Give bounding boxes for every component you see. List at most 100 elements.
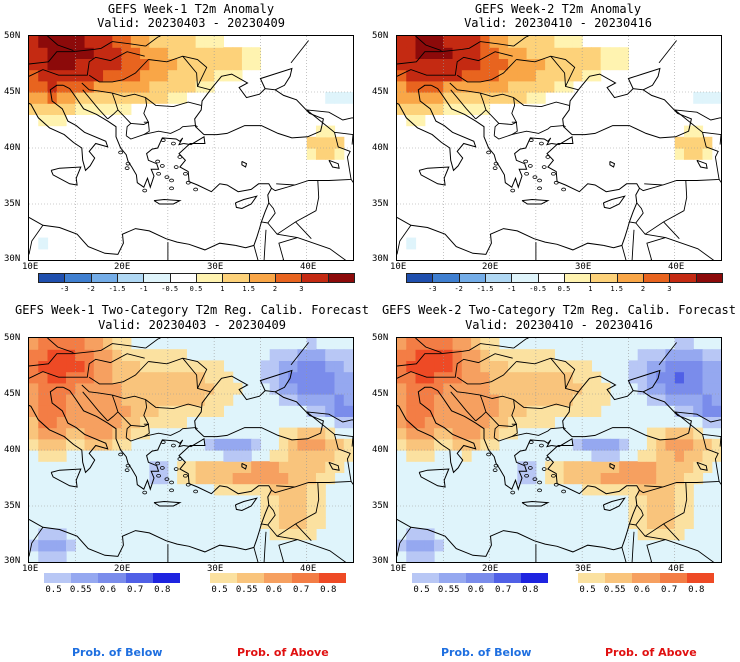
probability-cell bbox=[38, 360, 49, 373]
probability-cell bbox=[204, 461, 215, 473]
probability-cell bbox=[297, 472, 308, 485]
probability-cell bbox=[278, 461, 289, 473]
probability-cell bbox=[75, 438, 86, 451]
country-border bbox=[658, 342, 677, 366]
probability-cell bbox=[66, 405, 76, 417]
probability-cell bbox=[241, 472, 252, 485]
country-border bbox=[644, 434, 720, 488]
anomaly-cell bbox=[140, 92, 150, 104]
island bbox=[553, 482, 559, 487]
probability-cell bbox=[278, 382, 289, 395]
probability-cell bbox=[38, 427, 49, 440]
anomaly-cell bbox=[158, 58, 169, 71]
probability-cell bbox=[498, 371, 509, 384]
colorbar-swatch bbox=[327, 273, 355, 283]
probability-cell bbox=[711, 382, 721, 395]
country-border bbox=[450, 89, 477, 120]
probability-cell bbox=[683, 450, 694, 462]
probability-cell bbox=[498, 360, 509, 373]
probability-cell bbox=[325, 371, 336, 384]
country-border bbox=[493, 125, 564, 140]
probability-cell bbox=[415, 450, 426, 462]
island bbox=[492, 468, 498, 472]
probability-cell bbox=[84, 416, 95, 429]
probability-cell bbox=[130, 394, 141, 406]
lon-label: 40E bbox=[668, 564, 685, 574]
probability-cell bbox=[434, 539, 444, 552]
anomaly-cell bbox=[103, 58, 113, 71]
probability-cell bbox=[325, 472, 336, 485]
probability-cell bbox=[397, 438, 407, 451]
country-border bbox=[130, 423, 150, 437]
anomaly-cell bbox=[103, 103, 113, 115]
probability-cell bbox=[674, 338, 685, 350]
probability-cell bbox=[47, 360, 58, 373]
probability-cell bbox=[112, 427, 123, 440]
probability-cell bbox=[665, 517, 676, 529]
colorbar-tick-label: -0.5 bbox=[529, 285, 547, 293]
probability-cell bbox=[75, 349, 86, 361]
country-border bbox=[485, 109, 500, 136]
colorbar-tick-label: -2 bbox=[454, 285, 463, 293]
probability-cell bbox=[582, 405, 592, 417]
anomaly-cell bbox=[251, 58, 262, 71]
anomaly-cell bbox=[93, 69, 104, 82]
probability-cell bbox=[665, 371, 676, 384]
anomaly-cell bbox=[167, 92, 178, 104]
island bbox=[553, 180, 559, 185]
probability-cell bbox=[297, 360, 308, 373]
probability-cell bbox=[66, 438, 76, 451]
country-border bbox=[563, 125, 566, 128]
anomaly-cell bbox=[702, 136, 713, 149]
probability-cell bbox=[56, 360, 67, 373]
probability-cell bbox=[315, 450, 326, 462]
island bbox=[118, 452, 124, 457]
anomaly-cell bbox=[415, 58, 426, 71]
probability-cell bbox=[508, 360, 518, 373]
probability-cell bbox=[508, 394, 518, 406]
probability-cell bbox=[186, 360, 197, 373]
probability-cell bbox=[461, 416, 472, 429]
prob-above-legend-label: Prob. of Above bbox=[605, 646, 697, 659]
probability-cell bbox=[315, 461, 326, 473]
anomaly-cell bbox=[334, 136, 345, 149]
colorbar-tick-label: -3 bbox=[60, 285, 69, 293]
probability-cell bbox=[397, 371, 407, 384]
probability-cell bbox=[656, 382, 667, 395]
probability-cell bbox=[619, 461, 630, 473]
anomaly-cell bbox=[130, 69, 141, 82]
probability-cell bbox=[149, 416, 160, 429]
probability-cell bbox=[56, 338, 67, 350]
probability-cell bbox=[434, 360, 444, 373]
anomaly-cell bbox=[674, 148, 685, 160]
probability-cell bbox=[214, 382, 224, 395]
anomaly-cell bbox=[167, 58, 178, 71]
anomaly-cell bbox=[397, 69, 407, 82]
anomaly-cell bbox=[471, 92, 481, 104]
country-border bbox=[195, 427, 198, 430]
probability-cell bbox=[232, 461, 243, 473]
probability-cell bbox=[325, 450, 336, 462]
panel-valid-dates: Valid: 20230410 - 20230416 bbox=[465, 318, 653, 332]
anomaly-cell bbox=[149, 92, 160, 104]
probability-cell bbox=[56, 427, 67, 440]
colorbar-swatch bbox=[196, 273, 224, 283]
colorbar-swatch bbox=[520, 573, 548, 583]
probability-cell bbox=[47, 382, 58, 395]
anomaly-cell bbox=[526, 92, 537, 104]
probability-cell bbox=[665, 472, 676, 485]
anomaly-cell bbox=[535, 69, 546, 82]
probability-cell bbox=[47, 539, 58, 552]
probability-cell bbox=[415, 405, 426, 417]
anomaly-cell bbox=[158, 47, 169, 59]
anomaly-cell bbox=[471, 58, 481, 71]
anomaly-cell bbox=[167, 69, 178, 82]
island bbox=[171, 443, 176, 448]
probability-cell bbox=[628, 483, 639, 496]
probability-cell bbox=[112, 360, 123, 373]
anomaly-cell bbox=[406, 80, 417, 93]
probability-cell bbox=[278, 483, 289, 496]
probability-cell bbox=[38, 528, 49, 541]
probability-cell bbox=[56, 382, 67, 395]
country-border bbox=[635, 482, 688, 537]
